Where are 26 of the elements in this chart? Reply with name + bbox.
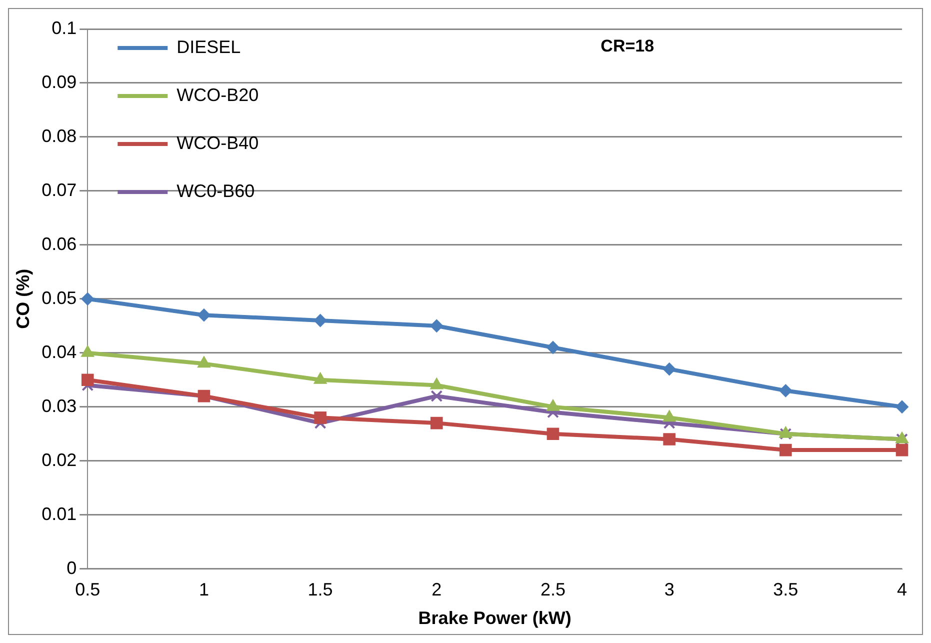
x-tick-label: 3	[664, 580, 674, 600]
x-tick-label: 2	[432, 580, 442, 600]
y-tick-label: 0.06	[42, 234, 77, 254]
legend-label: WCO-B20	[176, 84, 259, 105]
x-axis-title: Brake Power (kW)	[418, 608, 572, 628]
y-tick-label: 0.08	[42, 126, 77, 146]
y-tick-label: 0.04	[42, 342, 77, 362]
x-tick-label: 3.5	[773, 580, 798, 600]
y-tick-label: 0.01	[42, 504, 77, 524]
y-tick-label: 0.07	[42, 180, 77, 200]
y-tick-label: 0.02	[42, 450, 77, 470]
legend-label: WC0-B60	[176, 180, 255, 201]
y-tick-label: 0.09	[42, 72, 77, 92]
x-tick-label: 0.5	[75, 580, 100, 600]
legend-label: WCO-B40	[176, 132, 259, 153]
x-tick-label: 2.5	[540, 580, 566, 600]
y-tick-label: 0.1	[52, 18, 77, 38]
legend-label: DIESEL	[176, 36, 241, 57]
x-tick-label: 1.5	[308, 580, 333, 600]
x-tick-label: 4	[896, 580, 908, 600]
y-tick-label: 0.05	[42, 288, 77, 308]
annotation: CR=18	[600, 36, 654, 56]
y-tick-label: 0.03	[42, 396, 77, 416]
y-tick-label: 0	[66, 558, 77, 578]
y-axis-title: CO (%)	[12, 268, 33, 329]
x-tick-label: 1	[198, 580, 209, 600]
